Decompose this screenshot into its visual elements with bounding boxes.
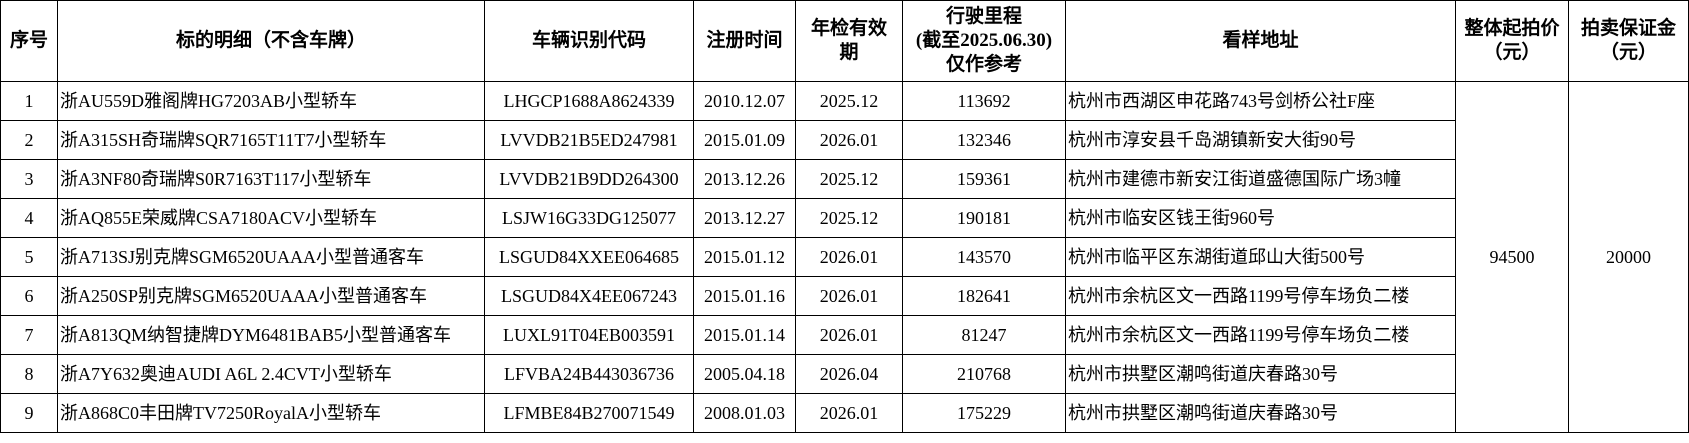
cell-reg-date: 2008.01.03 — [693, 393, 796, 433]
cell-no: 1 — [0, 81, 58, 121]
cell-item: 浙A713SJ别克牌SGM6520UAAA小型普通客车 — [57, 237, 485, 277]
header-inspection: 年检有效期 — [795, 0, 903, 82]
cell-reg-date: 2013.12.26 — [693, 159, 796, 199]
cell-starting-price: 94500 — [1455, 81, 1569, 433]
cell-no: 8 — [0, 354, 58, 394]
header-price-line1: 整体起拍价 — [1464, 18, 1560, 39]
cell-no: 7 — [0, 315, 58, 355]
cell-item: 浙A250SP别克牌SGM6520UAAA小型普通客车 — [57, 276, 485, 316]
table-row: 5 浙A713SJ别克牌SGM6520UAAA小型普通客车 LSGUD84XXEE0… — [0, 237, 1689, 277]
cell-mileage: 210768 — [902, 354, 1066, 394]
cell-inspection: 2026.01 — [795, 276, 903, 316]
header-deposit-line1: 拍卖保证金 — [1580, 18, 1676, 39]
cell-mileage: 175229 — [902, 393, 1066, 433]
table-row: 7 浙A813QM纳智捷牌DYM6481BAB5小型普通客车 LUXL91T04EB… — [0, 315, 1689, 355]
header-address: 看样地址 — [1065, 0, 1456, 82]
cell-inspection: 2026.04 — [795, 354, 903, 394]
cell-reg-date: 2015.01.09 — [693, 120, 796, 160]
cell-inspection: 2026.01 — [795, 237, 903, 277]
cell-no: 2 — [0, 120, 58, 160]
table-row: 3 浙A3NF80奇瑞牌S0R7163T117小型轿车 LVVDB21B9DD264… — [0, 159, 1689, 199]
cell-no: 6 — [0, 276, 58, 316]
header-inspection-text: 年检有效期 — [810, 18, 887, 63]
cell-reg-date: 2015.01.16 — [693, 276, 796, 316]
cell-reg-date: 2010.12.07 — [693, 81, 796, 121]
cell-address: 杭州市余杭区文一西路1199号停车场负二楼 — [1065, 276, 1456, 316]
cell-no: 9 — [0, 393, 58, 433]
cell-vin: LVVDB21B5ED247981 — [484, 120, 694, 160]
cell-no: 3 — [0, 159, 58, 199]
header-row: 序号 标的明细（不含车牌） 车辆识别代码 注册时间 年检有效期 行驶里程 (截至2… — [0, 0, 1689, 82]
table-row: 2 浙A315SH奇瑞牌SQR7165T11T7小型轿车 LVVDB21B5ED24… — [0, 120, 1689, 160]
table-row: 1 浙AU559D雅阁牌HG7203AB小型轿车 LHGCP1688A8624339… — [0, 81, 1689, 433]
cell-mileage: 81247 — [902, 315, 1066, 355]
cell-address: 杭州市西湖区申花路743号剑桥公社F座 — [1065, 81, 1456, 121]
cell-address: 杭州市临安区钱王街960号 — [1065, 198, 1456, 238]
cell-deposit: 20000 — [1568, 81, 1689, 433]
cell-address: 杭州市拱墅区潮鸣街道庆春路30号 — [1065, 354, 1456, 394]
cell-item: 浙A868C0丰田牌TV7250RoyalA小型轿车 — [57, 393, 485, 433]
header-vin: 车辆识别代码 — [484, 0, 694, 82]
auction-vehicle-table: 序号 标的明细（不含车牌） 车辆识别代码 注册时间 年检有效期 行驶里程 (截至2… — [0, 0, 1689, 433]
header-starting-price: 整体起拍价 （元） — [1455, 0, 1569, 82]
cell-vin: LFVBA24B443036736 — [484, 354, 694, 394]
header-mileage: 行驶里程 (截至2025.06.30) 仅作参考 — [902, 0, 1066, 82]
cell-no: 4 — [0, 198, 58, 238]
cell-mileage: 190181 — [902, 198, 1066, 238]
cell-vin: LFMBE84B270071549 — [484, 393, 694, 433]
cell-address: 杭州市淳安县千岛湖镇新安大街90号 — [1065, 120, 1456, 160]
table-row: 9 浙A868C0丰田牌TV7250RoyalA小型轿车 LFMBE84B27007… — [0, 393, 1689, 433]
cell-vin: LUXL91T04EB003591 — [484, 315, 694, 355]
header-mileage-line1: 行驶里程 — [945, 6, 1022, 27]
cell-item: 浙A813QM纳智捷牌DYM6481BAB5小型普通客车 — [57, 315, 485, 355]
cell-mileage: 182641 — [902, 276, 1066, 316]
cell-vin: LSGUD84X4EE067243 — [484, 276, 694, 316]
cell-mileage: 113692 — [902, 81, 1066, 121]
cell-reg-date: 2015.01.14 — [693, 315, 796, 355]
cell-address: 杭州市余杭区文一西路1199号停车场负二楼 — [1065, 315, 1456, 355]
cell-item: 浙A3NF80奇瑞牌S0R7163T117小型轿车 — [57, 159, 485, 199]
header-mileage-line2: (截至2025.06.30) — [915, 30, 1053, 51]
table-row: 4 浙AQ855E荣威牌CSA7180ACV小型轿车 LSJW16G33DG1250… — [0, 198, 1689, 238]
cell-reg-date: 2013.12.27 — [693, 198, 796, 238]
table-row: 6 浙A250SP别克牌SGM6520UAAA小型普通客车 LSGUD84X4EE0… — [0, 276, 1689, 316]
table-row: 8 浙A7Y632奥迪AUDI A6L 2.4CVT小型轿车 LFVBA24B443… — [0, 354, 1689, 394]
cell-mileage: 132346 — [902, 120, 1066, 160]
cell-item: 浙A315SH奇瑞牌SQR7165T11T7小型轿车 — [57, 120, 485, 160]
cell-address: 杭州市临平区东湖街道邱山大街500号 — [1065, 237, 1456, 277]
cell-inspection: 2025.12 — [795, 81, 903, 121]
header-no: 序号 — [0, 0, 58, 82]
cell-inspection: 2025.12 — [795, 159, 903, 199]
cell-inspection: 2025.12 — [795, 198, 903, 238]
cell-mileage: 159361 — [902, 159, 1066, 199]
cell-item: 浙AQ855E荣威牌CSA7180ACV小型轿车 — [57, 198, 485, 238]
header-reg-date: 注册时间 — [693, 0, 796, 82]
cell-vin: LSGUD84XXEE064685 — [484, 237, 694, 277]
cell-inspection: 2026.01 — [795, 315, 903, 355]
cell-reg-date: 2015.01.12 — [693, 237, 796, 277]
table-body: 1 浙AU559D雅阁牌HG7203AB小型轿车 LHGCP1688A8624339… — [0, 81, 1689, 433]
header-price-line2: （元） — [1483, 42, 1541, 63]
cell-reg-date: 2005.04.18 — [693, 354, 796, 394]
header-mileage-line3: 仅作参考 — [945, 54, 1022, 75]
cell-item: 浙A7Y632奥迪AUDI A6L 2.4CVT小型轿车 — [57, 354, 485, 394]
header-deposit-line2: （元） — [1599, 42, 1657, 63]
header-item: 标的明细（不含车牌） — [57, 0, 485, 82]
cell-vin: LSJW16G33DG125077 — [484, 198, 694, 238]
cell-address: 杭州市拱墅区潮鸣街道庆春路30号 — [1065, 393, 1456, 433]
cell-inspection: 2026.01 — [795, 393, 903, 433]
cell-address: 杭州市建德市新安江街道盛德国际广场3幢 — [1065, 159, 1456, 199]
cell-no: 5 — [0, 237, 58, 277]
cell-mileage: 143570 — [902, 237, 1066, 277]
header-deposit: 拍卖保证金 （元） — [1568, 0, 1689, 82]
cell-vin: LHGCP1688A8624339 — [484, 81, 694, 121]
cell-item: 浙AU559D雅阁牌HG7203AB小型轿车 — [57, 81, 485, 121]
cell-inspection: 2026.01 — [795, 120, 903, 160]
cell-vin: LVVDB21B9DD264300 — [484, 159, 694, 199]
